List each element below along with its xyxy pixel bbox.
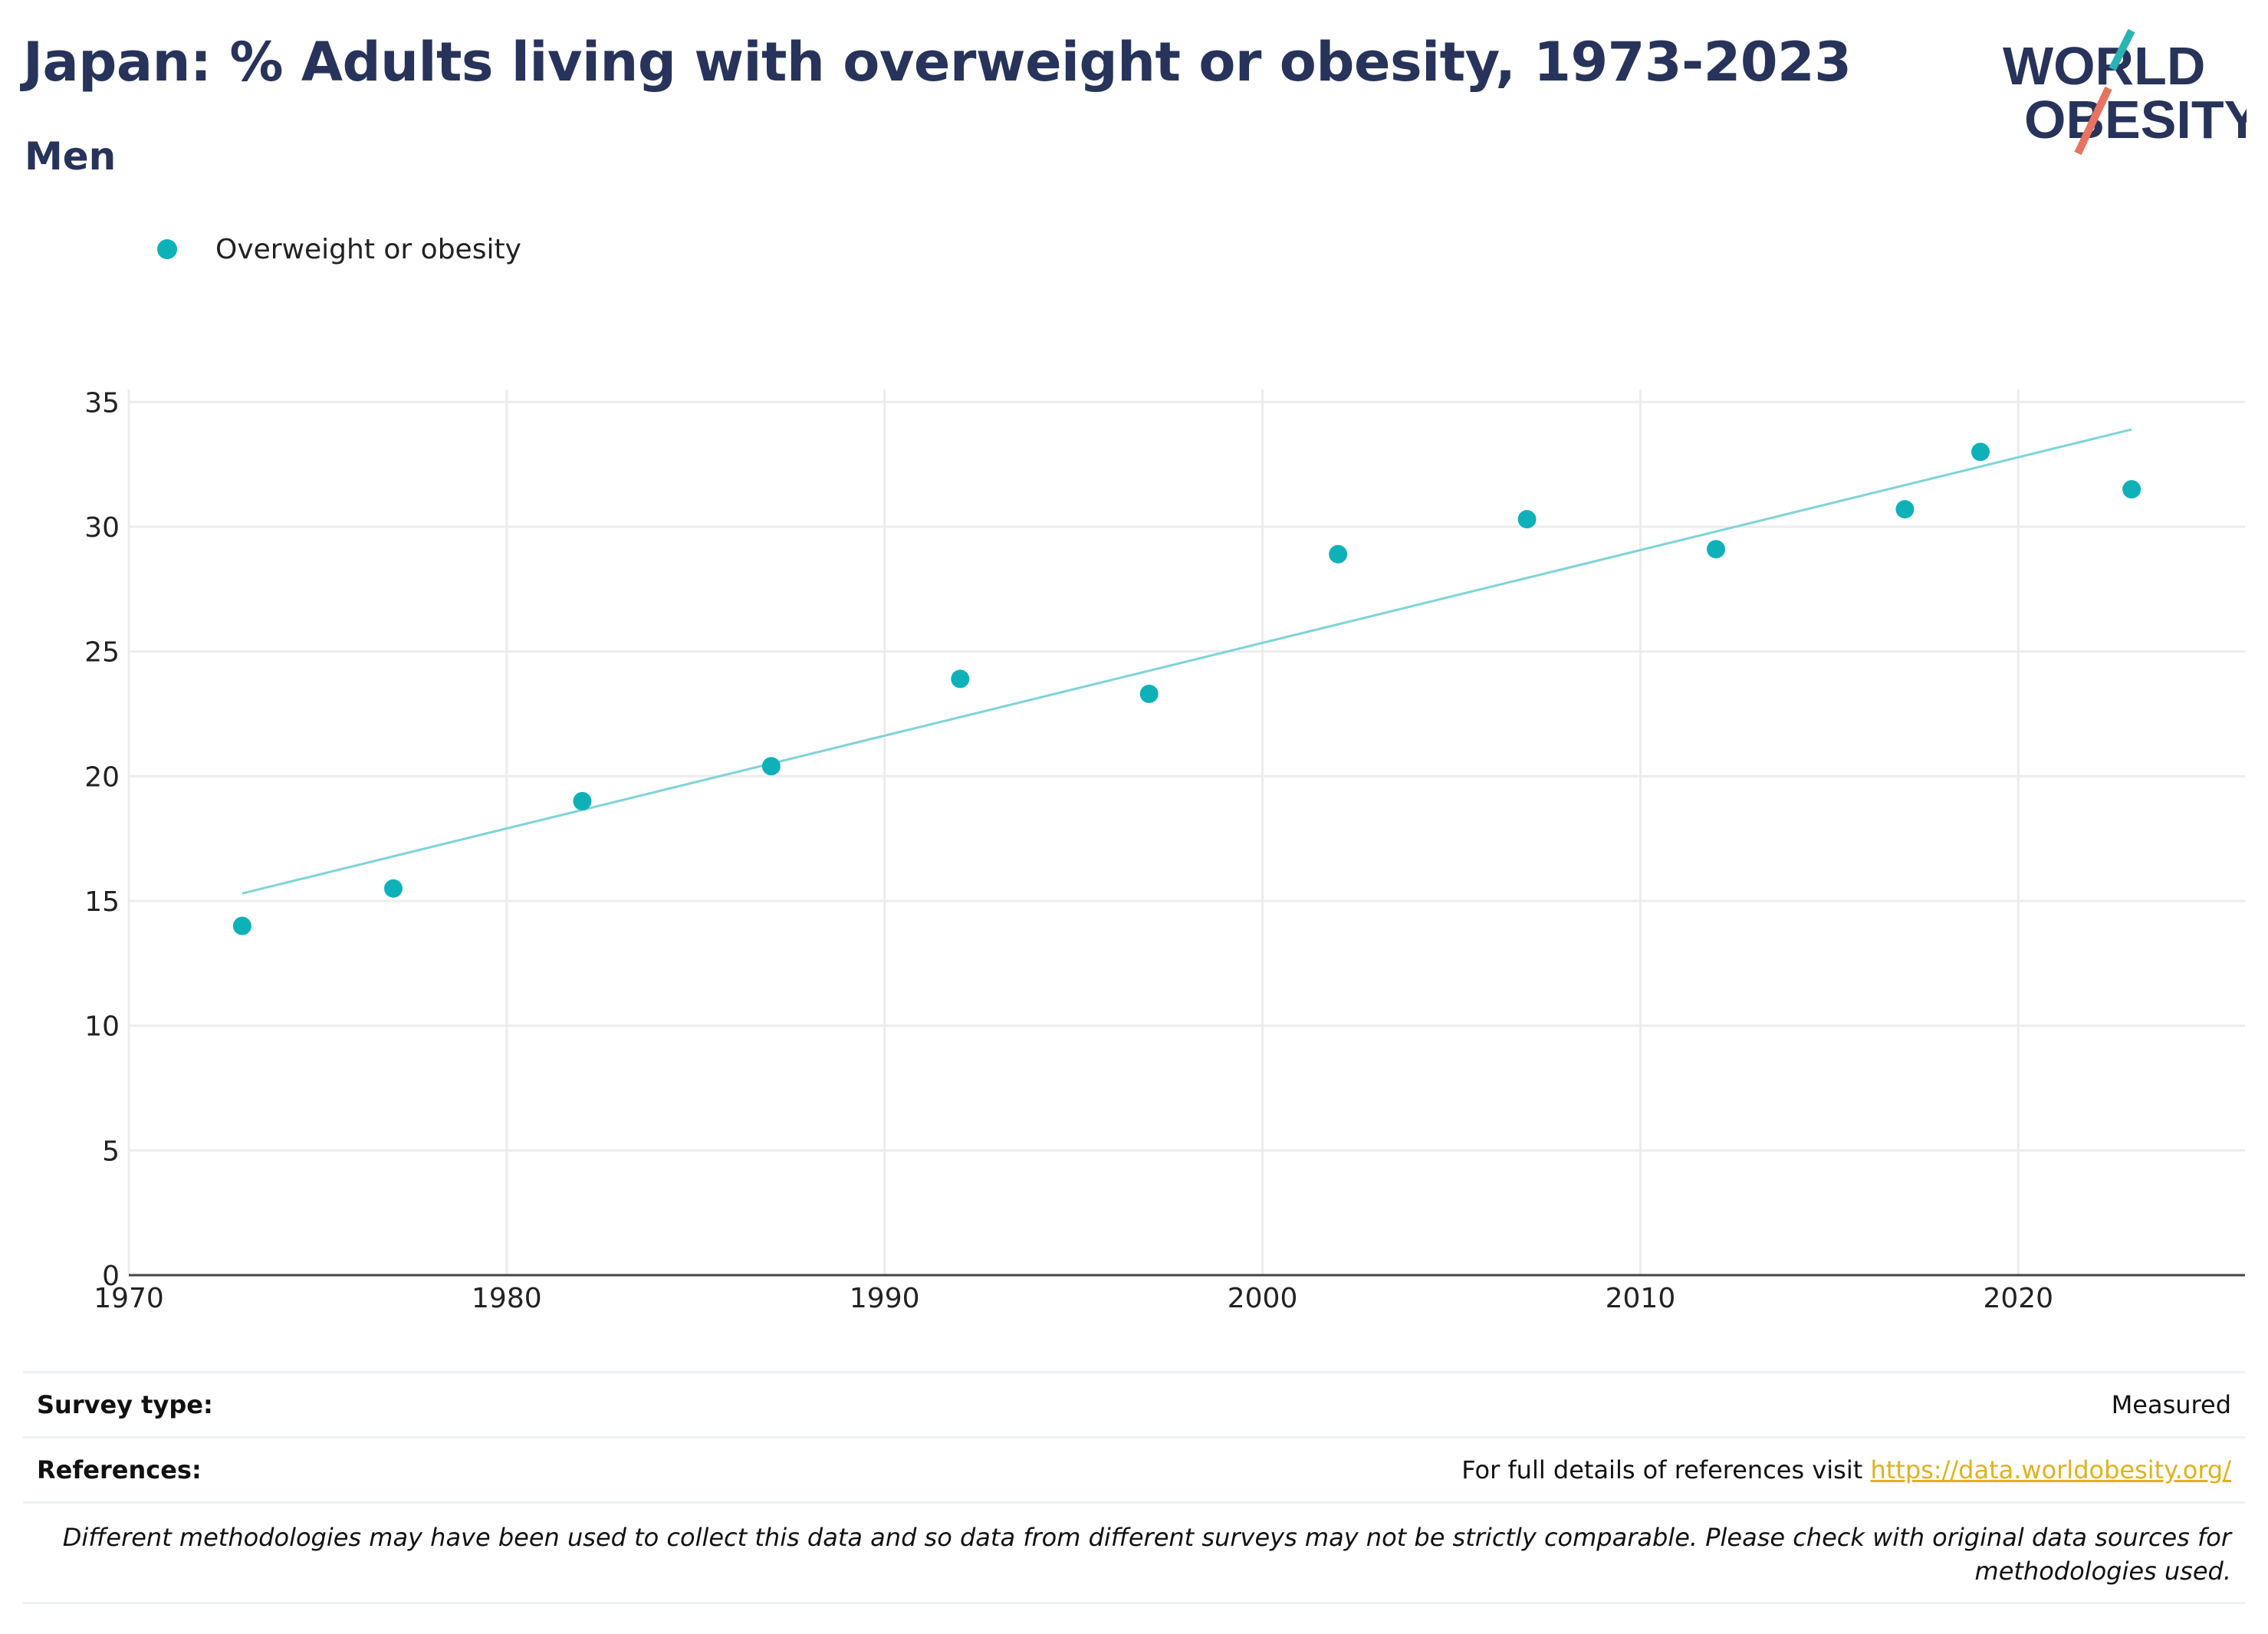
y-tick-label: 30: [84, 512, 120, 544]
references-text: For full details of references visit: [1461, 1455, 1871, 1484]
survey-type-value: Measured: [2111, 1390, 2231, 1419]
legend-marker-dot: [157, 239, 177, 259]
y-tick-label: 25: [84, 637, 120, 669]
data-point: [1971, 442, 1990, 462]
data-point: [1895, 500, 1915, 519]
data-point: [1707, 540, 1725, 559]
data-point: [951, 669, 970, 689]
logo-coral-slash: [2074, 86, 2112, 156]
y-tick-label: 35: [84, 387, 120, 419]
survey-type-label: Survey type:: [37, 1390, 213, 1419]
y-tick-label: 5: [102, 1136, 120, 1167]
logo-word-world: WORLD: [2003, 36, 2205, 96]
chart-subtitle: Men: [25, 134, 117, 179]
y-tick-label: 10: [84, 1011, 120, 1043]
data-point: [1517, 510, 1537, 529]
data-point: [2122, 480, 2141, 499]
data-point: [1329, 544, 1348, 564]
references-link[interactable]: https://data.worldobesity.org/: [1870, 1455, 2231, 1484]
references-info: For full details of references visit htt…: [1461, 1455, 2231, 1484]
references-label: References:: [37, 1455, 202, 1484]
logo-word-obesity: OBESITY: [2024, 90, 2247, 150]
x-tick-label: 1970: [94, 1283, 164, 1314]
chart-footer: Survey type: Measured References: For fu…: [23, 1371, 2245, 1604]
x-tick-label: 2000: [1228, 1283, 1298, 1314]
y-tick-label: 15: [84, 886, 120, 918]
x-tick-label: 1990: [850, 1283, 920, 1314]
x-tick-label: 2020: [1983, 1283, 2053, 1314]
world-obesity-logo: WORLD OBESITY: [2003, 28, 2247, 156]
references-row: References: For full details of referenc…: [23, 1436, 2245, 1501]
y-tick-label: 20: [84, 761, 120, 793]
chart-legend[interactable]: Overweight or obesity: [157, 230, 521, 268]
data-point: [384, 879, 403, 898]
data-point: [232, 916, 251, 935]
x-tick-label: 2010: [1606, 1283, 1676, 1314]
methodology-note: Different methodologies may have been us…: [23, 1501, 2245, 1604]
data-point: [1139, 684, 1159, 703]
data-point: [573, 791, 592, 810]
chart-title: Japan: % Adults living with overweight o…: [23, 31, 1852, 94]
x-tick-label: 1980: [472, 1283, 542, 1314]
legend-label: Overweight or obesity: [215, 233, 521, 265]
trend-line: [242, 428, 2132, 895]
survey-type-row: Survey type: Measured: [23, 1371, 2245, 1436]
scatter-chart: 0 5 10 15 20 25 30 35 1970 1980 1990 2000 2010 2020: [84, 387, 2245, 1314]
logo-teal-slash: [2109, 28, 2135, 71]
data-point: [761, 757, 781, 776]
y-tick-label: 0: [102, 1261, 120, 1292]
